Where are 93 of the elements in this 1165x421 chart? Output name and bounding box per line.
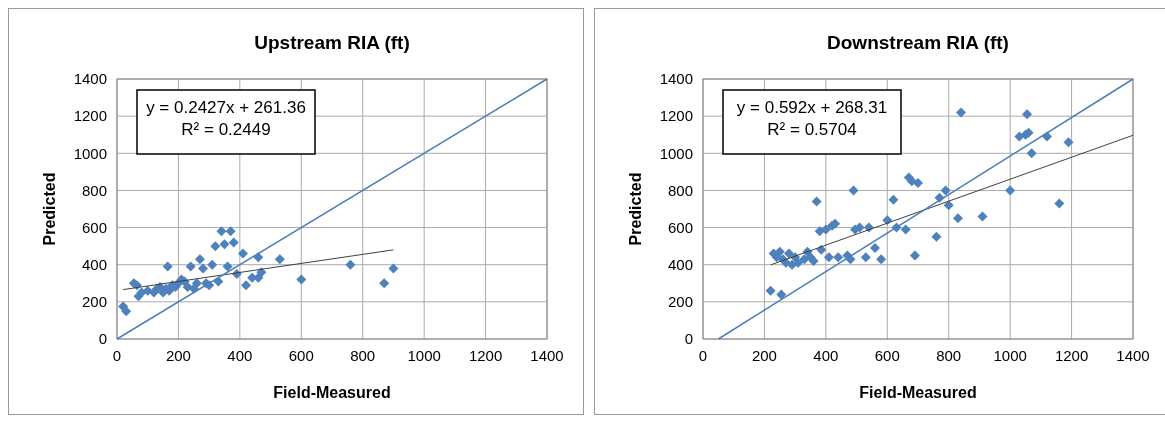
point xyxy=(225,226,236,237)
point xyxy=(848,185,859,196)
x-tick-label: 1200 xyxy=(468,347,503,364)
point xyxy=(121,306,132,317)
point xyxy=(191,278,202,289)
x-axis-title: Field-Measured xyxy=(273,384,391,401)
point xyxy=(823,252,834,263)
y-tick-label: 800 xyxy=(81,181,107,199)
y-tick-label: 200 xyxy=(667,293,693,311)
point xyxy=(808,256,819,266)
x-tick-label: 600 xyxy=(288,347,314,364)
point xyxy=(379,278,390,289)
point xyxy=(870,243,880,253)
point xyxy=(185,261,196,272)
point xyxy=(784,248,794,259)
point xyxy=(222,261,233,272)
point xyxy=(811,196,822,207)
x-tick-label: 1200 xyxy=(1054,347,1089,364)
y-tick-label: 400 xyxy=(667,255,693,273)
y-tick-label: 200 xyxy=(81,293,107,311)
y-tick-label: 800 xyxy=(667,181,693,199)
x-tick-label: 800 xyxy=(936,347,962,364)
point xyxy=(774,246,785,257)
x-tick-label: 1400 xyxy=(530,347,564,364)
point xyxy=(207,259,218,270)
point xyxy=(888,194,899,205)
point xyxy=(216,226,227,237)
point xyxy=(876,254,887,265)
annotation: R² = 0.2449 xyxy=(181,120,271,139)
x-axis-title: Field-Measured xyxy=(859,384,977,401)
y-tick-label: 0 xyxy=(684,330,693,348)
point xyxy=(860,252,871,263)
point xyxy=(1005,185,1016,196)
point xyxy=(237,248,248,259)
y-tick-label: 1200 xyxy=(659,107,693,125)
x-tick-label: 0 xyxy=(698,347,708,364)
point xyxy=(345,259,356,270)
point xyxy=(1063,137,1074,148)
x-tick-label: 1000 xyxy=(993,347,1027,364)
point xyxy=(765,285,776,296)
y-axis-title: Predicted xyxy=(41,172,58,246)
point xyxy=(952,213,963,224)
point xyxy=(162,261,173,272)
x-tick-label: 400 xyxy=(227,347,253,364)
chart-title: Upstream RIA (ft) xyxy=(254,32,410,53)
point xyxy=(1026,148,1037,159)
x-tick-label: 200 xyxy=(165,347,191,364)
point xyxy=(833,252,844,263)
point xyxy=(906,176,917,187)
point xyxy=(194,254,205,265)
point xyxy=(940,185,951,196)
x-tick-label: 800 xyxy=(350,347,376,364)
point xyxy=(219,239,230,250)
y-tick-label: 1400 xyxy=(659,70,693,88)
point xyxy=(909,250,920,261)
point xyxy=(1022,109,1033,120)
point xyxy=(228,237,239,248)
y-tick-label: 600 xyxy=(81,218,107,236)
point xyxy=(388,263,399,274)
point xyxy=(1014,131,1025,142)
x-tick-label: 1400 xyxy=(1116,347,1150,364)
point xyxy=(913,178,923,188)
y-tick-label: 1000 xyxy=(659,144,693,162)
point xyxy=(253,252,264,263)
chart-title: Downstream RIA (ft) xyxy=(827,32,1009,53)
point xyxy=(210,241,221,252)
point xyxy=(900,224,911,235)
x-tick-label: 600 xyxy=(874,347,900,364)
point xyxy=(793,257,804,268)
point xyxy=(1054,198,1065,209)
annotation: y = 0.2427x + 261.36 xyxy=(146,98,306,117)
point xyxy=(198,263,208,274)
y-tick-label: 1000 xyxy=(73,144,107,162)
y-axis-title: Predicted xyxy=(627,172,644,246)
point xyxy=(241,280,251,291)
point xyxy=(296,274,307,285)
y-tick-label: 600 xyxy=(667,218,693,236)
point xyxy=(943,200,954,211)
x-tick-label: 1000 xyxy=(407,347,441,364)
x-tick-label: 400 xyxy=(813,347,839,364)
x-tick-label: 0 xyxy=(112,347,122,364)
point xyxy=(977,211,988,222)
y-tick-label: 0 xyxy=(98,330,107,348)
annotation: y = 0.592x + 268.31 xyxy=(736,98,888,117)
point xyxy=(776,289,787,300)
x-tick-label: 200 xyxy=(751,347,777,364)
annotation: R² = 0.5704 xyxy=(767,120,857,139)
point xyxy=(931,231,942,242)
point xyxy=(274,254,285,265)
y-tick-label: 400 xyxy=(81,255,107,273)
y-tick-label: 1400 xyxy=(73,70,107,88)
y-tick-label: 1200 xyxy=(73,107,107,125)
point xyxy=(956,107,966,118)
